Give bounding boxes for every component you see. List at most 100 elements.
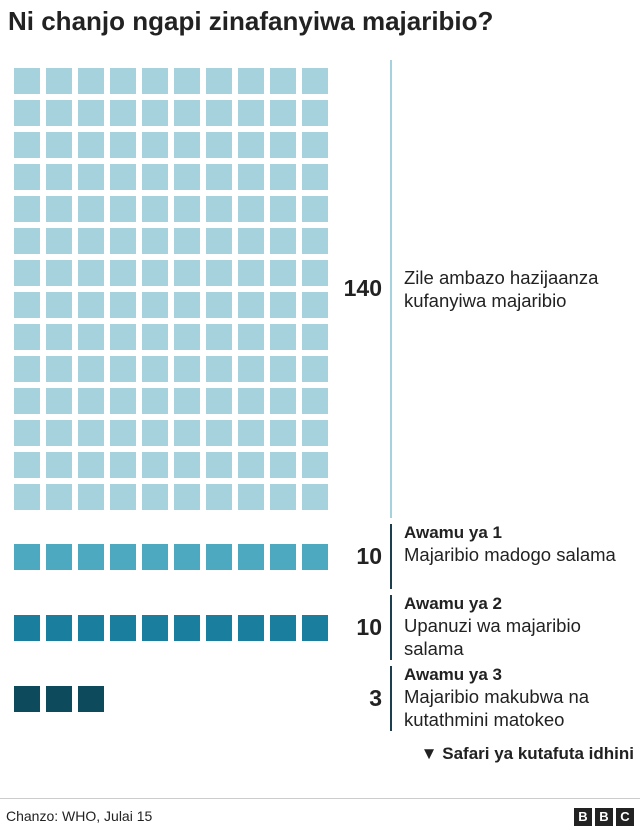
waffle-square [174,100,200,126]
waffle-square [46,292,72,318]
waffle-square [206,292,232,318]
waffle-square [270,356,296,382]
waffle-square [142,324,168,350]
waffle-square [174,484,200,510]
waffle-square [46,260,72,286]
waffle-square [46,100,72,126]
waffle-square [302,420,328,446]
waffle-square [46,484,72,510]
waffle-square [302,68,328,94]
waffle-square [302,164,328,190]
waffle-square [238,452,264,478]
waffle-square [14,100,40,126]
waffle-square [206,68,232,94]
waffle-square [142,356,168,382]
waffle-square [78,452,104,478]
footer-rule [0,798,640,799]
waffle-square [302,260,328,286]
waffle-square [142,292,168,318]
logo-block: C [616,808,634,826]
note-text: Safari ya kutafuta idhini [442,744,634,763]
waffle-square [110,452,136,478]
waffle-square [110,292,136,318]
waffle-square [14,324,40,350]
waffle-square [270,260,296,286]
waffle-square [14,484,40,510]
waffle-square [270,543,296,570]
waffle-square [110,196,136,222]
group-name: Awamu ya 2 [404,594,502,613]
waffle-square [142,452,168,478]
waffle-square [206,484,232,510]
waffle-square [238,614,264,641]
waffle-square [174,260,200,286]
waffle-square [14,260,40,286]
group-divider [390,524,392,589]
waffle-square [78,228,104,254]
waffle-square [174,356,200,382]
waffle-square [78,420,104,446]
waffle-square [302,388,328,414]
chart-title: Ni chanjo ngapi zinafanyiwa majaribio? [8,6,494,36]
group-name: Awamu ya 3 [404,665,502,684]
waffle-square [238,228,264,254]
waffle-square [78,132,104,158]
waffle-square [270,388,296,414]
group-divider [390,60,392,518]
waffle-square [206,260,232,286]
waffle-square [302,292,328,318]
waffle-square [46,68,72,94]
waffle-square [270,452,296,478]
waffle-square [174,543,200,570]
waffle-square [142,100,168,126]
waffle-square [78,196,104,222]
waffle-square [46,164,72,190]
waffle-square [14,68,40,94]
waffle-square [78,484,104,510]
waffle-square [270,196,296,222]
waffle-square [270,132,296,158]
waffle-square [174,420,200,446]
waffle-square [270,164,296,190]
waffle-square [174,292,200,318]
waffle-square [142,388,168,414]
waffle-square [238,324,264,350]
waffle-square [270,324,296,350]
group-divider [390,595,392,660]
waffle-square [206,614,232,641]
waffle-square [302,100,328,126]
waffle-square [206,356,232,382]
waffle-square [206,452,232,478]
waffle-square [238,388,264,414]
waffle-square [14,420,40,446]
waffle-square [110,484,136,510]
waffle-square [110,260,136,286]
waffle-square [78,260,104,286]
waffle-square [142,484,168,510]
waffle-square [46,420,72,446]
waffle-square [110,68,136,94]
waffle-square [174,452,200,478]
waffle-square [46,685,72,712]
waffle-square [174,68,200,94]
waffle-square [238,260,264,286]
waffle-square [142,420,168,446]
waffle-square [142,68,168,94]
waffle-square [206,543,232,570]
waffle-square [78,356,104,382]
waffle-square [78,388,104,414]
waffle-square [238,196,264,222]
note: ▼ Safari ya kutafuta idhini [421,744,634,764]
waffle-square [174,196,200,222]
group-label: Upanuzi wa majaribio salama [404,615,581,659]
group-value: 140 [343,275,382,301]
waffle-square [270,484,296,510]
waffle-square [110,614,136,641]
waffle-square [302,614,328,641]
waffle-square [302,228,328,254]
arrow-icon: ▼ [420,744,443,763]
waffle-square [270,68,296,94]
waffle-square [238,543,264,570]
waffle-square [46,452,72,478]
